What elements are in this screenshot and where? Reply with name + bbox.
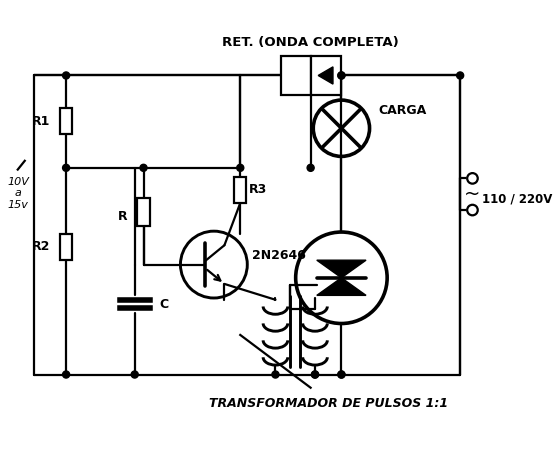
Circle shape [307, 164, 314, 171]
Circle shape [272, 371, 279, 378]
Bar [60, 234, 72, 260]
Text: ~: ~ [465, 184, 481, 204]
Circle shape [63, 72, 69, 79]
Circle shape [131, 371, 138, 378]
Bar [311, 56, 341, 95]
Polygon shape [317, 260, 366, 278]
Circle shape [338, 72, 345, 79]
Circle shape [311, 371, 319, 378]
Circle shape [237, 164, 244, 171]
Text: RET. (ONDA COMPLETA): RET. (ONDA COMPLETA) [222, 36, 399, 49]
Circle shape [457, 72, 463, 79]
Text: 110 / 220V: 110 / 220V [482, 192, 553, 205]
Circle shape [338, 371, 345, 378]
Circle shape [140, 164, 147, 171]
Bar [234, 176, 246, 203]
Text: R2: R2 [32, 240, 51, 253]
Text: TRANSFORMADOR DE PULSOS 1:1: TRANSFORMADOR DE PULSOS 1:1 [209, 396, 448, 410]
Polygon shape [318, 67, 333, 84]
Circle shape [338, 72, 345, 79]
Text: CARGA: CARGA [379, 104, 427, 117]
Circle shape [467, 205, 478, 215]
Text: R1: R1 [32, 115, 51, 128]
Bar [60, 108, 72, 135]
Text: R3: R3 [249, 183, 268, 196]
Circle shape [338, 371, 345, 378]
Circle shape [63, 371, 69, 378]
Text: 10V
a
15v: 10V a 15v [7, 176, 29, 210]
Circle shape [467, 173, 478, 184]
Text: 2N2646: 2N2646 [252, 249, 306, 262]
Circle shape [63, 164, 69, 171]
Circle shape [311, 371, 319, 378]
Bar [137, 198, 150, 226]
Polygon shape [317, 278, 366, 295]
Text: C: C [159, 297, 169, 310]
Bar [281, 56, 311, 95]
Text: R: R [118, 210, 128, 223]
